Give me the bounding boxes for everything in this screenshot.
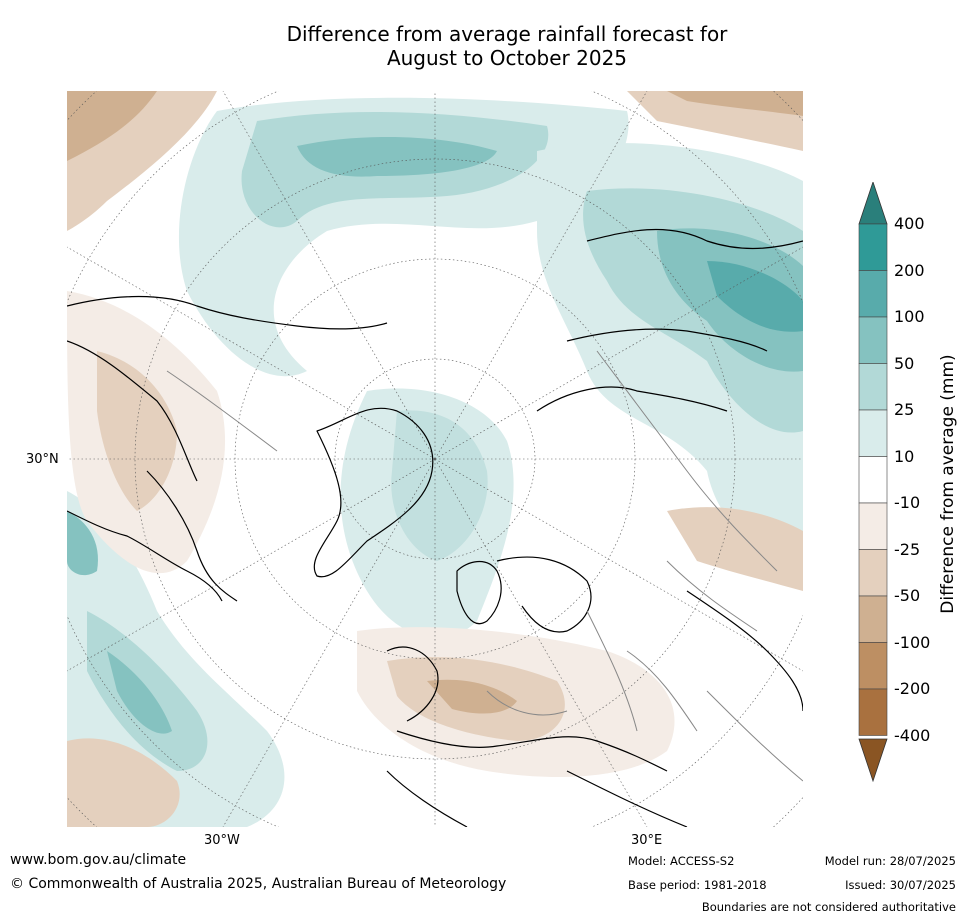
colorbar-swatch	[858, 642, 888, 690]
coastlines	[67, 228, 803, 827]
colorbar-tick-label: 400	[894, 214, 925, 233]
colorbar-swatch	[858, 688, 888, 736]
colorbar-tick-label: 50	[894, 353, 915, 373]
lon-30w-label: 30°W	[204, 833, 240, 848]
colorbar-tick-label: -400	[894, 725, 931, 745]
colorbar-tick-label: -200	[894, 679, 931, 698]
colorbar-swatch	[858, 363, 888, 411]
colorbar-tick-label: -10	[894, 493, 921, 512]
colorbar-tick-label: 100	[894, 307, 925, 326]
colorbar-swatch	[858, 502, 888, 550]
footer-base-period: Base period: 1981-2018	[628, 878, 767, 892]
footer-issued: Issued: 30/07/2025	[845, 878, 956, 892]
colorbar-swatch	[858, 409, 888, 457]
map-svg	[67, 91, 803, 827]
map-title: Difference from average rainfall forecas…	[200, 22, 814, 70]
wetter-regions	[67, 97, 803, 827]
colorbar-extend-bottom	[858, 738, 888, 782]
country-borders	[166, 350, 803, 782]
colorbar-svg	[858, 182, 888, 782]
colorbar-title: Difference from average (mm)	[938, 354, 958, 614]
colorbar-swatch	[858, 549, 888, 597]
title-line-1: Difference from average rainfall forecas…	[286, 22, 728, 46]
polar-rainfall-map	[67, 91, 803, 827]
graticule	[67, 91, 803, 827]
colorbar-swatch	[858, 316, 888, 364]
colorbar: 400 200 100 50 25 10 -10 -25 -50 -100 -200 -400	[858, 182, 958, 782]
colorbar-tick-label: 10	[894, 446, 915, 466]
colorbar-swatch	[858, 456, 888, 504]
lat-30n-label: 30°N	[26, 452, 59, 467]
footer-disclaimer: Boundaries are not considered authoritat…	[701, 900, 956, 914]
footer-url[interactable]: www.bom.gov.au/climate	[10, 852, 187, 868]
colorbar-tick-label: -100	[894, 632, 931, 652]
footer-model: Model: ACCESS-S2	[628, 854, 735, 868]
colorbar-swatch	[858, 595, 888, 643]
colorbar-tick-label: 25	[894, 400, 915, 419]
lon-30e-label: 30°E	[631, 833, 663, 848]
colorbar-extend-top	[858, 182, 888, 225]
colorbar-swatch	[858, 223, 888, 271]
drier-regions	[67, 91, 803, 827]
colorbar-tick-label: -50	[894, 586, 921, 605]
colorbar-tick-label: 200	[894, 260, 925, 280]
title-line-2: August to October 2025	[386, 46, 628, 70]
colorbar-swatch	[858, 270, 888, 318]
colorbar-tick-label: -25	[894, 539, 921, 559]
footer-copyright: © Commonwealth of Australia 2025, Austra…	[10, 876, 507, 892]
footer-model-run: Model run: 28/07/2025	[824, 854, 956, 868]
colorbar-swatches	[858, 223, 888, 736]
